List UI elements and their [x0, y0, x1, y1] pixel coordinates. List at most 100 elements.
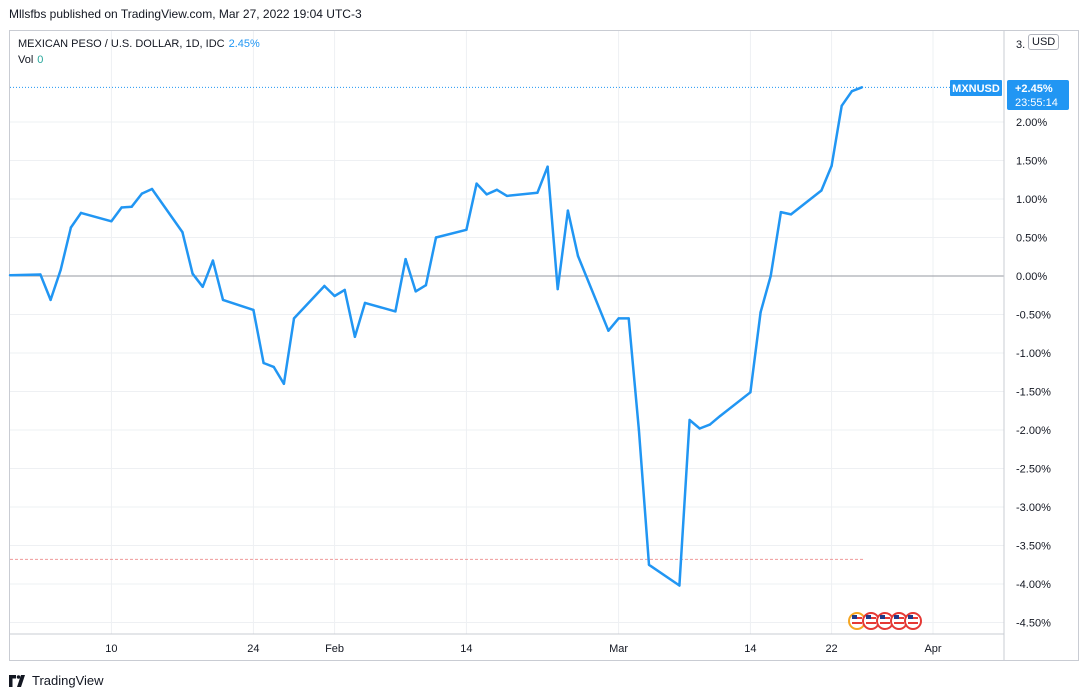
data-point	[789, 213, 793, 216]
xtick-label: Mar	[609, 643, 628, 655]
ytick-label: -1.50%	[1016, 387, 1051, 399]
data-point	[860, 86, 864, 89]
data-point	[404, 257, 407, 261]
data-point	[262, 361, 265, 365]
series-line	[9, 86, 863, 587]
xtick-label: 14	[744, 643, 756, 655]
chart-legend: MEXICAN PESO / U.S. DOLLAR, 1D, IDC 2.45%…	[18, 36, 260, 68]
data-point	[110, 220, 113, 223]
data-point	[424, 284, 428, 287]
data-point	[536, 191, 539, 194]
ytick-label: -3.00%	[1016, 502, 1051, 514]
data-point	[343, 288, 346, 292]
data-point	[272, 365, 275, 369]
xtick-label: Feb	[325, 643, 344, 655]
data-point	[292, 317, 296, 320]
data-point	[120, 206, 123, 209]
last-price-badge: MXNUSD +2.45% 23:55:14	[950, 80, 1069, 110]
data-point	[59, 268, 62, 271]
volume-label: Vol	[18, 54, 34, 66]
data-point	[698, 427, 701, 430]
chart-frame	[9, 30, 1079, 661]
ytick-label: -1.00%	[1016, 348, 1051, 360]
xtick-label: 10	[105, 643, 117, 655]
data-point	[140, 192, 144, 195]
data-point	[647, 563, 651, 566]
volume-value: 0	[37, 54, 44, 66]
symbol-title: MEXICAN PESO / U.S. DOLLAR, 1D, IDC	[18, 38, 225, 50]
data-point	[617, 317, 620, 320]
ytick-label: 1.50%	[1016, 156, 1047, 168]
data-point	[769, 274, 772, 278]
symbol-badge-text: MXNUSD	[952, 83, 1000, 95]
data-point	[749, 391, 752, 394]
ytick-label: 0.00%	[1016, 271, 1047, 283]
data-point	[39, 273, 42, 276]
data-point	[69, 226, 73, 229]
data-point	[475, 182, 478, 185]
grid-lines	[10, 31, 1004, 634]
data-point	[465, 228, 468, 231]
data-point	[840, 104, 843, 108]
data-point	[688, 418, 691, 422]
xtick-label: 22	[825, 643, 837, 655]
ytick-top-partial: 3.	[1016, 39, 1025, 51]
data-point	[556, 287, 559, 291]
data-point	[8, 274, 12, 277]
data-point	[607, 329, 610, 332]
ytick-label: -3.50%	[1016, 541, 1051, 553]
data-point	[252, 308, 255, 312]
currency-button[interactable]: USD	[1028, 34, 1060, 50]
data-point	[79, 211, 83, 215]
xtick-label: 14	[460, 643, 472, 655]
data-point	[485, 193, 488, 196]
data-point	[850, 90, 854, 93]
footer-brand[interactable]: TradingView	[9, 673, 104, 688]
symbol-legend-row[interactable]: MEXICAN PESO / U.S. DOLLAR, 1D, IDC 2.45%	[18, 36, 260, 52]
data-point	[779, 210, 783, 214]
ytick-label: -4.00%	[1016, 579, 1051, 591]
reference-lines	[10, 86, 1004, 560]
ytick-label: 1.00%	[1016, 194, 1047, 206]
footer-brand-text: TradingView	[32, 673, 104, 688]
value-badge-bg	[1007, 80, 1069, 110]
ytick-label: -0.50%	[1016, 310, 1051, 322]
data-point	[414, 290, 417, 293]
ytick-label: -4.50%	[1016, 618, 1051, 630]
data-point	[333, 294, 336, 298]
data-point	[820, 189, 823, 192]
ytick-label: -2.50%	[1016, 464, 1051, 476]
data-point	[434, 236, 438, 239]
published-by-text: Mllsfbs published on TradingView.com, Ma…	[9, 7, 362, 21]
data-point	[323, 284, 326, 288]
countdown-text: 23:55:14	[1015, 97, 1058, 109]
data-point	[546, 165, 549, 168]
data-point	[201, 285, 204, 288]
data-point	[566, 209, 570, 212]
y-axis-ticks: 2.00% 1.50% 1.00% 0.50% 0.00% -0.50% -1.00% -1.…	[1016, 117, 1051, 630]
data-point	[282, 382, 286, 385]
change-value: 2.45%	[228, 38, 260, 50]
volume-legend-row[interactable]: Vol 0	[18, 52, 260, 68]
x-axis-ticks: 10 24 Feb 14 Mar 14 22 Apr	[105, 643, 942, 655]
ytick-label: 2.00%	[1016, 117, 1047, 129]
symbol-badge-bg	[950, 80, 1002, 96]
data-point	[830, 164, 833, 168]
data-point	[576, 254, 580, 258]
data-point	[353, 335, 357, 338]
data-point	[49, 298, 52, 302]
data-point	[627, 317, 630, 320]
price-line-series	[8, 86, 864, 587]
event-flags[interactable]	[848, 612, 922, 630]
ytick-label: -2.00%	[1016, 425, 1051, 437]
data-point	[759, 311, 762, 314]
data-point	[181, 230, 184, 234]
data-point	[708, 423, 712, 426]
xtick-label: 24	[247, 643, 259, 655]
value-badge-text: +2.45%	[1015, 83, 1053, 95]
data-point	[221, 298, 225, 302]
ytick-label: 0.50%	[1016, 233, 1047, 245]
data-point	[130, 205, 133, 208]
data-point	[678, 584, 681, 587]
